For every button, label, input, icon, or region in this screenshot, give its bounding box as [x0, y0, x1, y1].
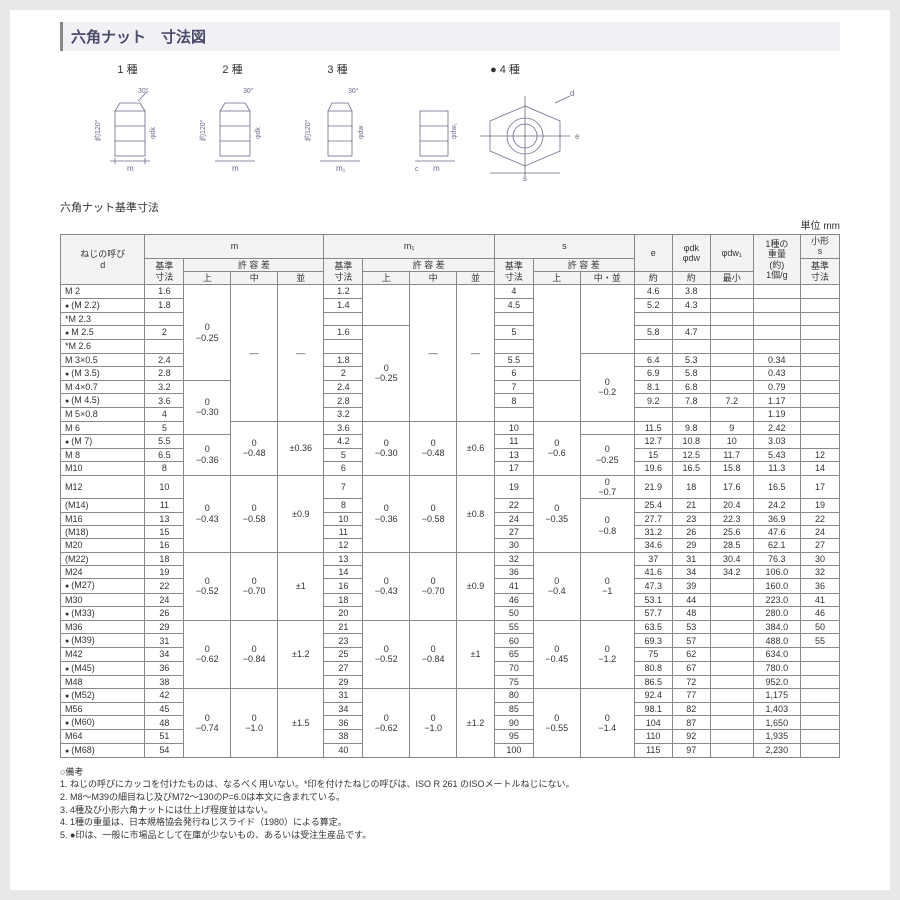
- col-dk: φdkφdw: [672, 235, 710, 272]
- page: 六角ナット 寸法図 1 種 m 約120° φdk 30°: [10, 10, 890, 890]
- svg-text:φdk: φdk: [150, 127, 157, 139]
- svg-text:φdw: φdw: [358, 125, 365, 139]
- col-small: 小形s: [800, 235, 839, 259]
- svg-text:30°: 30°: [243, 87, 254, 95]
- svg-text:約120°: 約120°: [93, 119, 102, 141]
- diagram-row: 1 種 m 約120° φdk 30° 2 種: [90, 61, 840, 181]
- svg-text:m: m: [433, 164, 440, 173]
- notes-list: 1. ねじの呼びにカッコを付けたものは、なるべく用いない。*印を付けたねじの呼び…: [60, 778, 840, 841]
- col-m: m: [145, 235, 324, 259]
- table-body: M 21.60−0.25——1.2——44.63.8(M 2.2)1.81.44…: [61, 285, 840, 757]
- notes: ○備考 1. ねじの呼びにカッコを付けたものは、なるべく用いない。*印を付けたね…: [60, 766, 840, 842]
- col-m1: m₁: [324, 235, 495, 259]
- col-weight: 1種の重量(約)1個/g: [753, 235, 800, 285]
- page-title: 六角ナット 寸法図: [60, 22, 840, 51]
- unit-label: 単位 mm: [60, 217, 840, 232]
- table-row: (M52)420−0.740−1.0±1.5310−0.620−1.0±1.28…: [61, 689, 840, 703]
- svg-text:約120°: 約120°: [303, 119, 312, 141]
- svg-text:φdk: φdk: [255, 127, 262, 139]
- table-row: M 650−0.48±0.363.60−0.300−0.48±0.6100−0.…: [61, 421, 840, 434]
- svg-text:e: e: [575, 132, 580, 141]
- col-dw1: φdw₁: [710, 235, 753, 272]
- col-d: ねじの呼びd: [61, 235, 145, 285]
- diagram-3: 3 種 m₁ φdw 約120° 30°: [300, 61, 375, 181]
- svg-text:m₁: m₁: [336, 164, 346, 173]
- svg-text:30°: 30°: [348, 87, 359, 95]
- svg-text:m: m: [127, 164, 134, 173]
- nut-type1-icon: m 約120° φdk 30°: [90, 81, 165, 181]
- table-row: (M22)180−0.520−0.70±1130−0.430−0.70±0.93…: [61, 552, 840, 565]
- table-title: 六角ナット基準寸法: [60, 199, 840, 215]
- svg-text:c: c: [415, 166, 419, 173]
- svg-text:約120°: 約120°: [198, 119, 207, 141]
- nut-type4-icon: c m φdw₁ d e s: [405, 81, 605, 181]
- svg-text:φdw₁: φdw₁: [451, 123, 458, 139]
- col-e: e: [634, 235, 672, 272]
- table-row: M 21.60−0.25——1.2——44.63.8: [61, 285, 840, 298]
- table-header: ねじの呼びd m m₁ s e φdkφdw φdw₁ 1種の重量(約)1個/g…: [61, 235, 840, 285]
- nut-type2-icon: m φdk 約120° 30°: [195, 81, 270, 181]
- svg-text:d: d: [570, 89, 574, 98]
- diagram-2: 2 種 m φdk 約120° 30°: [195, 61, 270, 181]
- diagram-1: 1 種 m 約120° φdk 30°: [90, 61, 165, 181]
- col-s: s: [494, 235, 634, 259]
- nut-type3-icon: m₁ φdw 約120° 30°: [300, 81, 375, 181]
- svg-text:s: s: [523, 174, 527, 181]
- spec-table: ねじの呼びd m m₁ s e φdkφdw φdw₁ 1種の重量(約)1個/g…: [60, 234, 840, 758]
- table-row: M12100−0.430−0.58±0.970−0.360−0.58±0.819…: [61, 475, 840, 499]
- diagram-4: ● 4 種 c m φdw₁: [405, 61, 605, 181]
- table-row: M36290−0.620−0.84±1.2210−0.520−0.84±1550…: [61, 620, 840, 633]
- svg-text:m: m: [232, 164, 239, 173]
- svg-text:30°: 30°: [138, 87, 149, 95]
